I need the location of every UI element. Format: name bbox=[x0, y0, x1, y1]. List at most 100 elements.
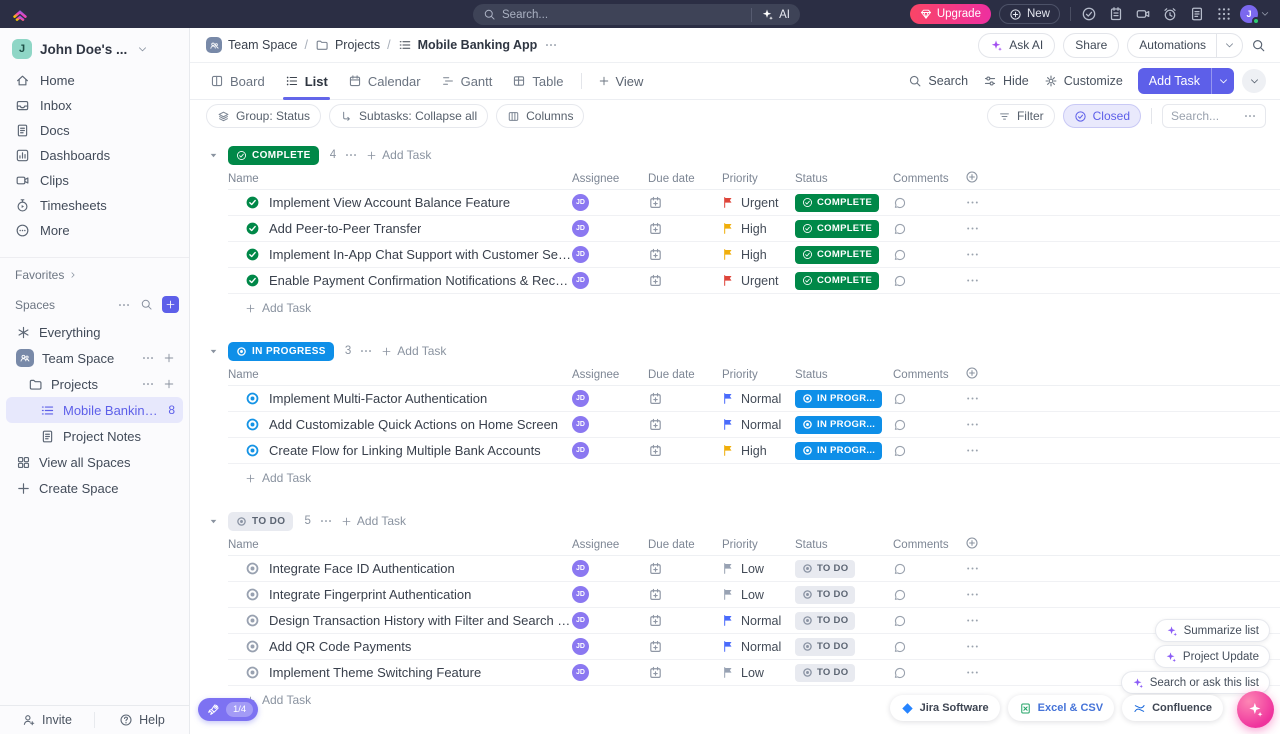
task-name[interactable]: Implement Theme Switching Feature bbox=[269, 665, 481, 680]
status-badge[interactable]: TO DO bbox=[795, 560, 855, 578]
column-header-assignee[interactable]: Assignee bbox=[572, 539, 648, 551]
ellipsis-icon[interactable] bbox=[965, 613, 980, 628]
group-add-task-button[interactable]: Add Task bbox=[366, 148, 431, 162]
collapse-group-caret[interactable] bbox=[206, 151, 220, 160]
task-name[interactable]: Design Transaction History with Filter a… bbox=[269, 613, 572, 628]
task-name[interactable]: Add Customizable Quick Actions on Home S… bbox=[269, 417, 558, 432]
status-badge[interactable]: IN PROGR... bbox=[795, 442, 882, 460]
flag-icon[interactable] bbox=[722, 392, 735, 405]
integration-confluence[interactable]: Confluence bbox=[1122, 695, 1223, 721]
calendar-plus-icon[interactable] bbox=[648, 639, 663, 654]
status-badge[interactable]: COMPLETE bbox=[795, 194, 879, 212]
group-status-badge[interactable]: COMPLETE bbox=[228, 146, 319, 165]
calendar-plus-icon[interactable] bbox=[648, 443, 663, 458]
calendar-plus-icon[interactable] bbox=[648, 613, 663, 628]
ai-action-project-update[interactable]: Project Update bbox=[1154, 645, 1270, 668]
ellipsis-icon[interactable] bbox=[117, 298, 131, 312]
share-button[interactable]: Share bbox=[1063, 33, 1119, 58]
automations-dropdown[interactable] bbox=[1216, 34, 1235, 57]
ellipsis-icon[interactable] bbox=[965, 417, 980, 432]
column-header-priority[interactable]: Priority bbox=[722, 173, 795, 185]
status-badge[interactable]: IN PROGR... bbox=[795, 416, 882, 434]
add-task-dropdown[interactable] bbox=[1211, 68, 1234, 94]
assignee-avatar[interactable]: JD bbox=[572, 220, 589, 237]
bubble-icon[interactable] bbox=[893, 392, 907, 406]
task-row[interactable]: Implement View Account Balance Feature JD… bbox=[228, 190, 1280, 216]
plus-circle-icon[interactable] bbox=[965, 536, 979, 550]
status-badge[interactable]: TO DO bbox=[795, 638, 855, 656]
calendar-plus-icon[interactable] bbox=[648, 273, 663, 288]
assignee-avatar[interactable]: JD bbox=[572, 664, 589, 681]
status-badge[interactable]: TO DO bbox=[795, 612, 855, 630]
ask-ai-button[interactable]: Ask AI bbox=[978, 33, 1055, 58]
assignee-avatar[interactable]: JD bbox=[572, 416, 589, 433]
bubble-icon[interactable] bbox=[893, 588, 907, 602]
column-header-comments[interactable]: Comments bbox=[893, 173, 965, 185]
flag-icon[interactable] bbox=[722, 222, 735, 235]
calendar-plus-icon[interactable] bbox=[648, 561, 663, 576]
bubble-icon[interactable] bbox=[893, 222, 907, 236]
status-badge[interactable]: COMPLETE bbox=[795, 220, 879, 238]
add-task-row[interactable]: Add Task bbox=[228, 464, 1280, 492]
new-button[interactable]: New bbox=[999, 4, 1060, 24]
group-by-chip[interactable]: Group: Status bbox=[206, 104, 321, 128]
calendar-plus-icon[interactable] bbox=[648, 391, 663, 406]
column-header-due-date[interactable]: Due date bbox=[648, 173, 722, 185]
sidebar-item-home[interactable]: Home bbox=[0, 68, 189, 93]
sidebar-item-team-space[interactable]: Team Space bbox=[6, 345, 183, 371]
task-name[interactable]: Enable Payment Confirmation Notification… bbox=[269, 273, 572, 288]
subtasks-chip[interactable]: Subtasks: Collapse all bbox=[329, 104, 488, 128]
add-space-button[interactable] bbox=[162, 296, 179, 313]
search-icon[interactable] bbox=[140, 298, 153, 311]
bubble-icon[interactable] bbox=[893, 640, 907, 654]
column-header-priority[interactable]: Priority bbox=[722, 539, 795, 551]
group-more-button[interactable] bbox=[344, 148, 358, 162]
task-row[interactable]: Add Peer-to-Peer TransferJDHighCOMPLETE bbox=[228, 216, 1280, 242]
ellipsis-icon[interactable] bbox=[965, 639, 980, 654]
task-name[interactable]: Integrate Face ID Authentication bbox=[269, 561, 455, 576]
calendar-plus-icon[interactable] bbox=[648, 417, 663, 432]
task-row[interactable]: Enable Payment Confirmation Notification… bbox=[228, 268, 1280, 294]
sidebar-item-more[interactable]: More bbox=[0, 218, 189, 243]
column-header-status[interactable]: Status bbox=[795, 369, 893, 381]
topbar-ai-button[interactable]: AI bbox=[751, 8, 790, 22]
ai-action-summarize-list[interactable]: Summarize list bbox=[1155, 619, 1270, 642]
column-header-assignee[interactable]: Assignee bbox=[572, 173, 648, 185]
column-header-assignee[interactable]: Assignee bbox=[572, 369, 648, 381]
calendar-plus-icon[interactable] bbox=[648, 665, 663, 680]
tab-calendar[interactable]: Calendar bbox=[338, 63, 431, 99]
status-badge[interactable]: TO DO bbox=[795, 664, 855, 682]
ellipsis-icon[interactable] bbox=[544, 38, 558, 52]
assignee-avatar[interactable]: JD bbox=[572, 272, 589, 289]
grid9-icon[interactable] bbox=[1216, 6, 1232, 22]
ai-action-search-or-ask-this-list[interactable]: Search or ask this list bbox=[1121, 671, 1270, 694]
collapse-group-caret[interactable] bbox=[206, 347, 220, 356]
check-circle-icon[interactable] bbox=[1081, 6, 1097, 22]
flag-icon[interactable] bbox=[722, 444, 735, 457]
flag-icon[interactable] bbox=[722, 196, 735, 209]
add-view-button[interactable]: View bbox=[590, 74, 651, 89]
collapse-header-button[interactable] bbox=[1242, 69, 1266, 93]
task-row[interactable]: Add QR Code PaymentsJDNormalTO DO bbox=[228, 634, 1280, 660]
task-row[interactable]: Add Customizable Quick Actions on Home S… bbox=[228, 412, 1280, 438]
column-header-due-date[interactable]: Due date bbox=[648, 539, 722, 551]
sidebar-item-clips[interactable]: Clips bbox=[0, 168, 189, 193]
list-search-input[interactable]: Search... bbox=[1162, 104, 1266, 128]
flag-icon[interactable] bbox=[722, 614, 735, 627]
task-name[interactable]: Add QR Code Payments bbox=[269, 639, 411, 654]
video-icon[interactable] bbox=[1135, 6, 1151, 22]
group-more-button[interactable] bbox=[359, 344, 373, 358]
ellipsis-icon[interactable] bbox=[965, 587, 980, 602]
view-search-button[interactable]: Search bbox=[908, 74, 968, 88]
task-name[interactable]: Integrate Fingerprint Authentication bbox=[269, 587, 471, 602]
tab-board[interactable]: Board bbox=[200, 63, 275, 99]
assignee-avatar[interactable]: JD bbox=[572, 194, 589, 211]
ellipsis-icon[interactable] bbox=[965, 195, 980, 210]
add-task-button[interactable]: Add Task bbox=[1138, 68, 1234, 94]
ellipsis-icon[interactable] bbox=[965, 443, 980, 458]
group-status-badge[interactable]: IN PROGRESS bbox=[228, 342, 334, 361]
task-row[interactable]: Implement Multi-Factor AuthenticationJDN… bbox=[228, 386, 1280, 412]
assignee-avatar[interactable]: JD bbox=[572, 560, 589, 577]
column-header-name[interactable]: Name bbox=[228, 369, 572, 381]
task-name[interactable]: Implement View Account Balance Feature bbox=[269, 195, 510, 210]
